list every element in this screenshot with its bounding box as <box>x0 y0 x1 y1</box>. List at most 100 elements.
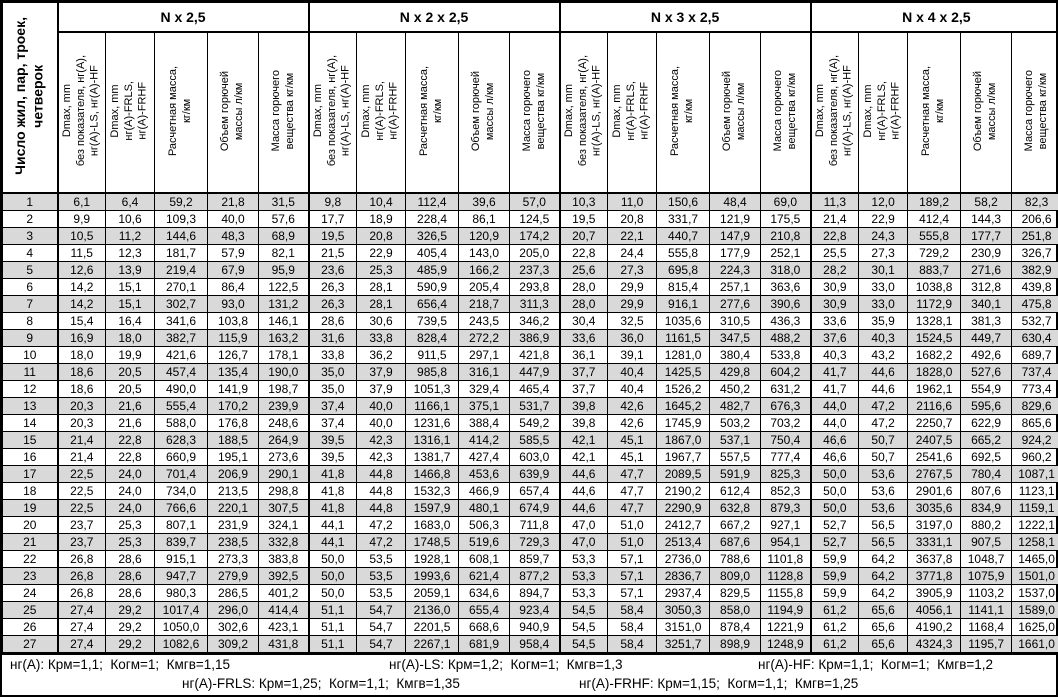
corner-header-text: Число жил, пар, троек, четверок <box>12 17 46 175</box>
data-cell: 65,6 <box>858 617 909 636</box>
column-header: Расчетная масса, кг/км <box>154 31 208 194</box>
data-cell: 277,6 <box>709 294 762 313</box>
data-cell: 412,4 <box>907 209 962 228</box>
data-cell: 86,1 <box>458 209 511 228</box>
data-cell: 44,8 <box>356 498 407 517</box>
column-header: Dmax, mm без показателя, нг(А), нг(А)-LS… <box>56 31 106 194</box>
data-cell: 1682,2 <box>907 345 962 364</box>
data-cell: 656,4 <box>405 294 460 313</box>
data-cell: 2267,1 <box>405 634 460 653</box>
data-cell: 807,6 <box>960 481 1013 500</box>
data-cell: 25,3 <box>356 260 407 279</box>
data-cell: 286,5 <box>207 583 259 602</box>
data-cell: 11,3 <box>809 192 860 211</box>
data-cell: 39,5 <box>307 430 358 449</box>
table-row: 12 18,6 20,5 490,0 141,9 198,7 35,0 37,9 1051,3 3… <box>2 379 1058 398</box>
data-cell: 388,4 <box>458 413 511 432</box>
data-cell: 29,2 <box>105 600 155 619</box>
data-cell: 52,7 <box>809 532 860 551</box>
data-cell: 243,5 <box>458 311 511 330</box>
data-cell: 42,1 <box>558 447 609 466</box>
data-cell: 52,7 <box>809 515 860 534</box>
data-cell: 632,8 <box>709 498 762 517</box>
data-cell: 687,6 <box>709 532 762 551</box>
data-cell: 1524,5 <box>907 328 962 347</box>
data-cell: 1017,4 <box>154 600 208 619</box>
data-cell: 59,9 <box>809 583 860 602</box>
data-cell: 23,7 <box>56 515 106 534</box>
data-cell: 47,2 <box>858 413 909 432</box>
data-cell: 332,8 <box>257 532 310 551</box>
data-cell: 692,5 <box>960 447 1013 466</box>
data-cell: 17,7 <box>307 209 358 228</box>
row-number: 15 <box>2 430 58 449</box>
data-cell: 310,5 <box>709 311 762 330</box>
data-cell: 93,0 <box>207 294 259 313</box>
data-cell: 54,7 <box>356 600 407 619</box>
data-cell: 36,2 <box>356 345 407 364</box>
data-cell: 27,3 <box>858 243 909 262</box>
data-cell: 3331,1 <box>907 532 962 551</box>
row-number: 26 <box>2 617 58 636</box>
data-cell: 26,8 <box>56 583 106 602</box>
data-cell: 33,6 <box>809 311 860 330</box>
data-cell: 198,7 <box>257 379 310 398</box>
table-header: Число жил, пар, троек, четверок N x 2,5 … <box>2 2 1058 194</box>
data-cell: 273,3 <box>207 549 259 568</box>
data-cell: 50,0 <box>809 498 860 517</box>
data-cell: 2190,2 <box>656 481 711 500</box>
data-cell: 57,6 <box>257 209 310 228</box>
data-cell: 639,9 <box>509 464 561 483</box>
data-cell: 28,1 <box>356 294 407 313</box>
row-number: 24 <box>2 583 58 602</box>
data-cell: 45,1 <box>607 447 658 466</box>
data-cell: 2901,6 <box>907 481 962 500</box>
data-cell: 53,5 <box>356 583 407 602</box>
data-cell: 1222,1 <box>1011 515 1058 534</box>
group-title-nx25: N x 2,5 <box>56 2 310 33</box>
data-cell: 608,1 <box>458 549 511 568</box>
data-cell: 506,3 <box>458 515 511 534</box>
row-number: 12 <box>2 379 58 398</box>
data-cell: 43,2 <box>858 345 909 364</box>
data-cell: 28,0 <box>558 294 609 313</box>
column-header-text: Расчетная масса, кг/км <box>418 65 445 157</box>
data-cell: 22,5 <box>56 498 106 517</box>
column-header: Объем горючей массы л/км <box>207 31 259 194</box>
data-cell: 53,5 <box>356 549 407 568</box>
table-row: 1 6,1 6,4 59,2 21,8 31,5 9,8 10,4 112,4 39,6 57,0 1… <box>2 192 1058 211</box>
data-cell: 41,8 <box>307 464 358 483</box>
data-cell: 21,5 <box>307 243 358 262</box>
data-cell: 485,9 <box>405 260 460 279</box>
data-cell: 1501,0 <box>1011 566 1058 585</box>
data-cell: 307,5 <box>257 498 310 517</box>
data-cell: 24,0 <box>105 464 155 483</box>
data-cell: 86,4 <box>207 277 259 296</box>
data-cell: 219,4 <box>154 260 208 279</box>
data-cell: 48,4 <box>709 192 762 211</box>
data-cell: 143,0 <box>458 243 511 262</box>
column-header-text: Объем горючей массы л/км <box>219 70 245 152</box>
data-cell: 1589,0 <box>1011 600 1058 619</box>
data-cell: 20,5 <box>105 379 155 398</box>
data-cell: 25,5 <box>809 243 860 262</box>
data-cell: 30,4 <box>558 311 609 330</box>
column-header-text: Dmax, mm нг(А)-FRLS, нг(А)-FRHF <box>109 81 149 141</box>
data-cell: 29,2 <box>105 634 155 653</box>
data-cell: 788,6 <box>709 549 762 568</box>
data-cell: 1087,1 <box>1011 464 1058 483</box>
row-number: 8 <box>2 311 58 330</box>
data-cell: 2836,7 <box>656 566 711 585</box>
data-cell: 834,9 <box>960 498 1013 517</box>
column-header-text: Объем горючей массы л/км <box>972 70 999 152</box>
data-cell: 1231,6 <box>405 413 460 432</box>
data-cell: 440,7 <box>656 226 711 245</box>
data-cell: 591,9 <box>709 464 762 483</box>
data-cell: 206,6 <box>1011 209 1058 228</box>
data-cell: 109,3 <box>154 209 208 228</box>
data-cell: 1075,9 <box>960 566 1013 585</box>
data-cell: 828,4 <box>405 328 460 347</box>
data-cell: 51,1 <box>307 617 358 636</box>
data-cell: 985,8 <box>405 362 460 381</box>
data-cell: 554,9 <box>960 379 1013 398</box>
